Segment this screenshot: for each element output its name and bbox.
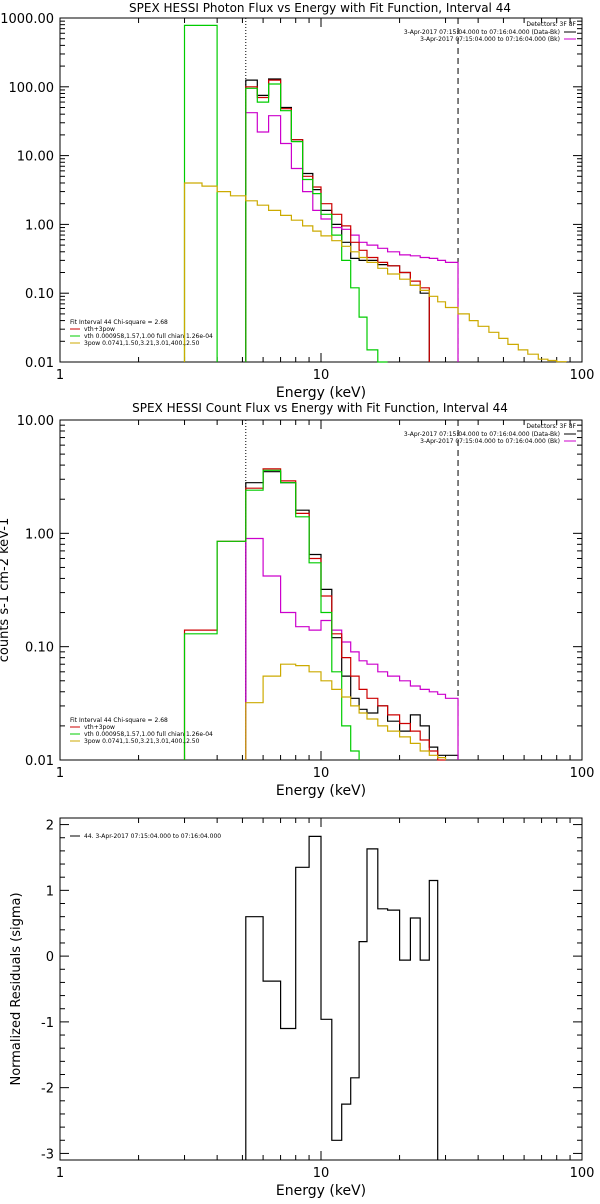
photon-x-tick-label: 10 (313, 368, 330, 383)
count-y-tick-label: 1.00 (25, 527, 54, 542)
resid-x-axis-label: Energy (keV) (276, 1183, 366, 1199)
resid-plot: 1 10 100 -3 -2 -1 0 1 2 Energy (keV) Normalized Re… (9, 817, 595, 1199)
count-series-3 (183, 469, 360, 760)
count-legend-right-entry: 3-Apr-2017 07:15:04.000 to 07:16:04.000 … (420, 438, 560, 445)
resid-y-tick-label: -3 (41, 1147, 54, 1162)
count-flux-title: SPEX HESSI Count Flux vs Energy with Fit… (132, 401, 508, 415)
photon-flux-title: SPEX HESSI Photon Flux vs Energy with Fi… (129, 1, 511, 15)
photon-x-tick-label: 100 (570, 368, 595, 383)
photon-y-tick-label: 1000.00 (0, 12, 54, 27)
photon-legend-left-entry: vth 0.000958,1.57,1.00 full chian 1.26e-… (84, 333, 213, 340)
resid-y-tick-label: 2 (46, 819, 54, 834)
photon-x-axis-label: Energy (keV) (276, 385, 366, 401)
count-legend-left-entry: 3pow 0.0741,1.50,3.21,3.01,400.,2.50 (84, 738, 200, 745)
photon-series-4 (183, 182, 567, 363)
count-x-tick-label: 100 (570, 766, 595, 781)
count-y-tick-label: 10.00 (17, 414, 54, 429)
count-legend-left-entry: vth 0.000958,1.57,1.00 full chian 1.26e-… (84, 731, 213, 738)
photon-series-1 (245, 112, 459, 362)
count-x-axis-label: Energy (keV) (276, 783, 366, 799)
resid-x-tick-label: 10 (313, 1166, 330, 1181)
resid-y-tick-label: 0 (46, 950, 54, 965)
photon-legend-right-entry: 3-Apr-2017 07:15:04.000 to 07:16:04.000 … (404, 29, 560, 36)
photon-y-tick-label: 100.00 (9, 81, 55, 96)
count-plot: 1 10 100 0.01 0.10 1.00 10.00 Energy (keV) count… (0, 414, 594, 799)
photon-legend-fit-header: Fit Interval 44 Chi-square = 2.68 (70, 319, 168, 326)
count-legend-right-entry: 3-Apr-2017 07:15:04.000 to 07:16:04.000 … (404, 431, 560, 438)
count-series-1 (245, 537, 459, 760)
resid-y-axis-label: Normalized Residuals (sigma) (9, 892, 24, 1085)
resid-x-tick-label: 100 (570, 1166, 595, 1181)
photon-plot: 1 10 100 0.01 0.10 1.00 10.00 100.00 1000.00 Ener… (0, 12, 594, 401)
count-y-axis-label: counts s-1 cm-2 keV-1 (0, 518, 12, 663)
photon-series-3 (183, 24, 218, 362)
photon-legend-left-entry: vth+3pow (84, 326, 115, 333)
resid-x-tick-label: 1 (56, 1166, 64, 1181)
count-y-tick-label: 0.01 (25, 754, 54, 769)
photon-y-tick-label: 0.01 (25, 356, 54, 371)
count-x-tick-label: 1 (56, 766, 64, 781)
resid-y-tick-label: 1 (46, 884, 54, 899)
count-x-tick-label: 10 (313, 766, 330, 781)
resid-series-0 (245, 835, 439, 1160)
photon-y-tick-label: 0.10 (25, 287, 54, 302)
photon-series-3 (245, 83, 388, 363)
count-legend-fit-header: Fit Interval 44 Chi-square = 2.68 (70, 717, 168, 724)
photon-legend-left-entry: 3pow 0.0741,1.50,3.21,3.01,400.,2.50 (84, 340, 200, 347)
photon-y-tick-label: 10.00 (17, 150, 54, 165)
resid-y-tick-label: -2 (41, 1082, 54, 1097)
photon-y-tick-label: 1.00 (25, 218, 54, 233)
count-legend-left-entry: vth+3pow (84, 724, 115, 731)
photon-legend-detectors: Detectors: 3F 8F (526, 21, 576, 28)
resid-legend-left-entry: 44. 3-Apr-2017 07:15:04.000 to 07:16:04.… (84, 833, 221, 840)
resid-y-tick-label: -1 (41, 1016, 54, 1031)
photon-legend-right-entry: 3-Apr-2017 07:15:04.000 to 07:16:04.000 … (420, 36, 560, 43)
photon-x-tick-label: 1 (56, 368, 64, 383)
count-y-tick-label: 0.10 (25, 641, 54, 656)
count-legend-detectors: Detectors: 3F 8F (526, 423, 576, 430)
count-series-4 (245, 663, 447, 760)
